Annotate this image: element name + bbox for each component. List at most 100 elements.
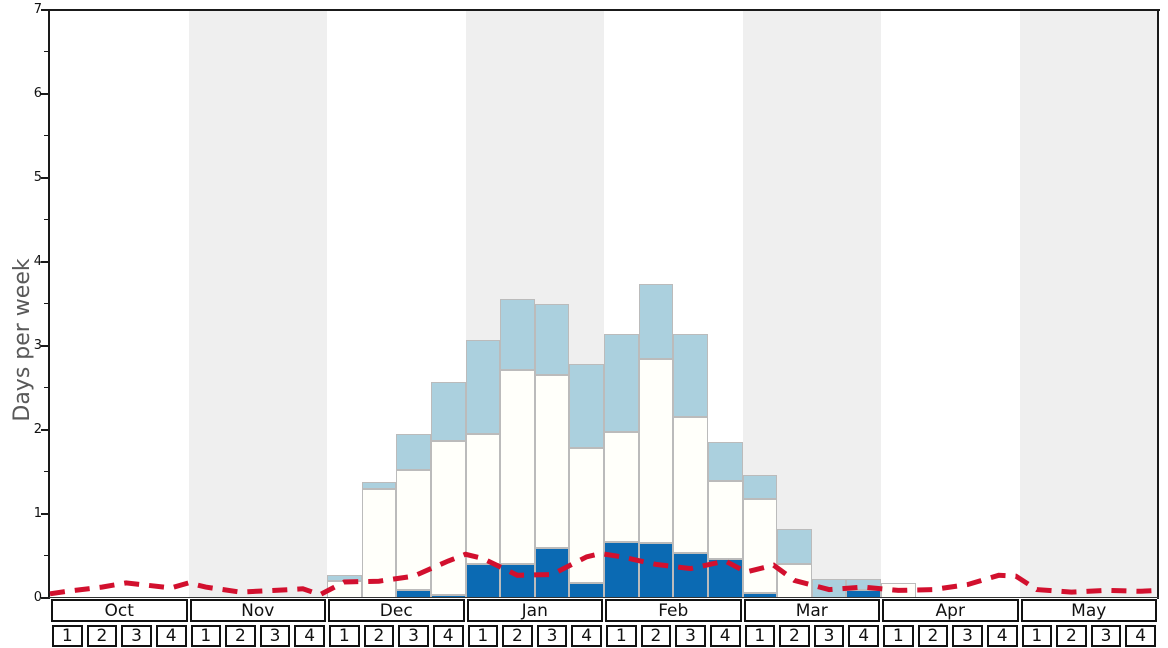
bar-segment-light-blue-segment	[673, 334, 708, 418]
bar-segment-white-segment	[569, 448, 604, 583]
plot-frame-top	[48, 9, 1160, 11]
week-cell: 1	[883, 625, 914, 647]
month-cell-may: May	[1020, 599, 1157, 622]
plot-frame-right	[1157, 9, 1159, 599]
week-cell: 4	[294, 625, 325, 647]
bar-segment-light-blue-segment	[569, 364, 604, 449]
bar-segment-white-segment	[707, 481, 743, 560]
y-tick-label: 3	[33, 338, 42, 353]
week-cell: 2	[225, 625, 256, 647]
y-tick-label: 6	[33, 86, 42, 101]
y-tick-mark	[41, 93, 49, 95]
week-cell: 3	[1090, 625, 1122, 647]
y-tick-label: 4	[33, 254, 42, 269]
y-minor-tick-mark	[44, 387, 49, 389]
week-cell: 4	[709, 625, 741, 647]
plot-area	[50, 10, 1158, 598]
month-cell-apr: Apr	[882, 599, 1019, 622]
average-line	[49, 550, 1159, 598]
week-cell: 2	[640, 625, 672, 647]
y-tick-mark	[41, 9, 49, 11]
bar-segment-white-segment	[534, 375, 570, 548]
y-tick-label: 0	[33, 590, 42, 605]
week-cell: 2	[86, 625, 118, 647]
bar-segment-light-blue-segment	[707, 441, 743, 482]
bar-segment-light-blue-segment	[742, 475, 778, 499]
week-cell: 3	[952, 625, 983, 647]
y-minor-tick-mark	[44, 471, 49, 473]
month-cell-mar: Mar	[743, 599, 880, 622]
y-minor-tick-mark	[44, 303, 49, 305]
week-cell: 4	[848, 625, 879, 647]
bar-segment-white-segment	[465, 434, 501, 565]
bar-segment-light-blue-segment	[638, 283, 674, 359]
week-cell: 1	[1021, 625, 1053, 647]
y-tick-label: 1	[33, 506, 42, 521]
week-cell: 3	[536, 625, 568, 647]
bar-segment-light-blue-segment	[846, 578, 881, 590]
week-cell: 2	[502, 625, 533, 647]
week-cell: 3	[259, 625, 291, 647]
week-cell: 4	[155, 625, 187, 647]
y-tick-mark	[41, 513, 49, 515]
week-cell: 1	[190, 625, 222, 647]
bar-segment-light-blue-segment	[777, 529, 812, 565]
y-tick-label: 5	[33, 170, 42, 185]
bar-segment-light-blue-segment	[430, 382, 466, 441]
y-tick-label: 7	[33, 2, 42, 17]
bar-segment-dark-blue-segment	[604, 541, 639, 598]
bar-segment-light-blue-segment	[500, 298, 535, 370]
y-tick-mark	[41, 597, 49, 599]
x-axis-line	[48, 597, 1159, 598]
bar-segment-white-segment	[500, 369, 535, 565]
week-cell: 2	[1056, 625, 1087, 647]
week-cell: 3	[121, 625, 152, 647]
y-tick-mark	[41, 177, 49, 179]
week-cell: 3	[813, 625, 845, 647]
week-cell: 1	[606, 625, 637, 647]
month-shaded-band	[1019, 10, 1158, 598]
bar-segment-light-blue-segment	[534, 304, 570, 376]
y-tick-mark	[41, 261, 49, 263]
y-minor-tick-mark	[44, 219, 49, 221]
bar-segment-white-segment	[742, 498, 778, 593]
week-cell: 4	[432, 625, 464, 647]
week-cell: 2	[917, 625, 949, 647]
week-cell: 2	[779, 625, 810, 647]
week-cell: 1	[52, 625, 83, 647]
y-tick-mark	[41, 345, 49, 347]
month-cell-oct: Oct	[51, 599, 188, 622]
week-cell: 1	[329, 625, 360, 647]
y-tick-label: 2	[33, 422, 42, 437]
bar-segment-white-segment	[430, 440, 466, 596]
y-minor-tick-mark	[44, 555, 49, 557]
y-axis-line	[48, 9, 50, 599]
week-cell: 3	[675, 625, 706, 647]
y-tick-mark	[41, 429, 49, 431]
bar-segment-light-blue-segment	[361, 482, 397, 489]
bar-segment-dark-blue-segment	[638, 542, 674, 598]
week-cell: 4	[571, 625, 602, 647]
y-minor-tick-mark	[44, 135, 49, 137]
bar-segment-light-blue-segment	[465, 340, 501, 435]
bar-segment-dark-blue-segment	[465, 564, 501, 598]
month-cell-dec: Dec	[328, 599, 465, 622]
bar-segment-white-segment	[604, 431, 639, 542]
bar-segment-white-segment	[673, 417, 708, 554]
bar-segment-white-segment	[638, 358, 674, 543]
average-line-layer	[49, 550, 1159, 598]
week-cell: 2	[363, 625, 395, 647]
month-cell-feb: Feb	[605, 599, 742, 622]
y-minor-tick-mark	[44, 51, 49, 53]
week-cell: 4	[1125, 625, 1156, 647]
week-cell: 1	[744, 625, 776, 647]
month-shaded-band	[188, 10, 327, 598]
week-cell: 1	[467, 625, 499, 647]
bar-segment-light-blue-segment	[396, 434, 431, 471]
month-cell-nov: Nov	[189, 599, 326, 622]
week-cell: 4	[986, 625, 1018, 647]
week-cell: 3	[398, 625, 429, 647]
bar-segment-light-blue-segment	[604, 334, 639, 432]
month-cell-jan: Jan	[466, 599, 603, 622]
